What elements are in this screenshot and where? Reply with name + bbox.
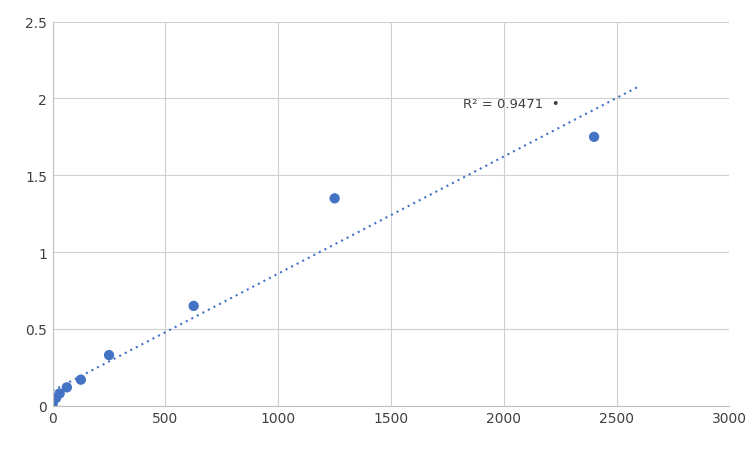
- Point: [103, 352, 115, 359]
- Point: [75, 376, 86, 383]
- Text: R² = 0.9471  •: R² = 0.9471 •: [463, 97, 559, 110]
- Point: [47, 401, 59, 408]
- Point: [588, 134, 600, 141]
- Point: [61, 384, 73, 391]
- Point: [53, 390, 65, 397]
- Point: [50, 395, 62, 402]
- Point: [187, 303, 199, 310]
- Point: [329, 195, 341, 202]
